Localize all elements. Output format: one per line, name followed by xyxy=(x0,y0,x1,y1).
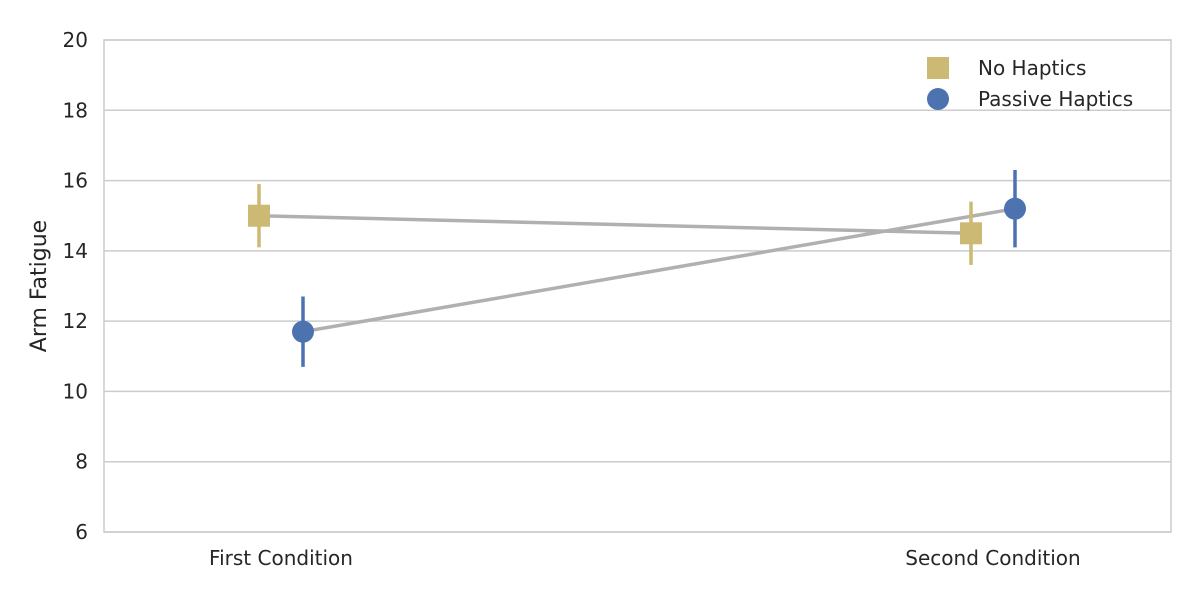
series-line xyxy=(302,206,1016,334)
legend: No Haptics Passive Haptics xyxy=(927,56,1133,111)
y-tick-label: 12 xyxy=(63,309,88,333)
y-tick-label: 6 xyxy=(75,520,88,544)
legend-label: Passive Haptics xyxy=(978,87,1133,111)
gridlines xyxy=(104,39,1171,533)
data-point xyxy=(248,204,270,227)
y-axis-title: Arm Fatigue xyxy=(27,220,52,352)
plot-frame xyxy=(103,39,1172,533)
y-tick-labels: 6 8 10 12 14 16 18 20 xyxy=(63,28,88,544)
data-point xyxy=(960,222,982,245)
y-tick-label: 20 xyxy=(63,28,88,52)
y-tick-label: 18 xyxy=(63,98,88,122)
x-tick-label: Second Condition xyxy=(905,546,1080,570)
data-markers xyxy=(248,197,1026,343)
x-tick-labels: First Condition Second Condition xyxy=(209,546,1081,570)
legend-marker xyxy=(927,57,949,79)
error-bars xyxy=(257,170,1017,367)
y-tick-label: 16 xyxy=(63,169,88,193)
data-point xyxy=(292,320,314,343)
series-line xyxy=(258,213,972,236)
series-lines xyxy=(258,206,1016,334)
y-tick-label: 10 xyxy=(63,379,88,403)
y-tick-label: 8 xyxy=(75,450,88,474)
y-tick-label: 14 xyxy=(63,239,88,263)
x-tick-label: First Condition xyxy=(209,546,353,570)
data-point xyxy=(1004,197,1026,220)
legend-label: No Haptics xyxy=(978,56,1086,80)
legend-marker xyxy=(927,88,949,110)
